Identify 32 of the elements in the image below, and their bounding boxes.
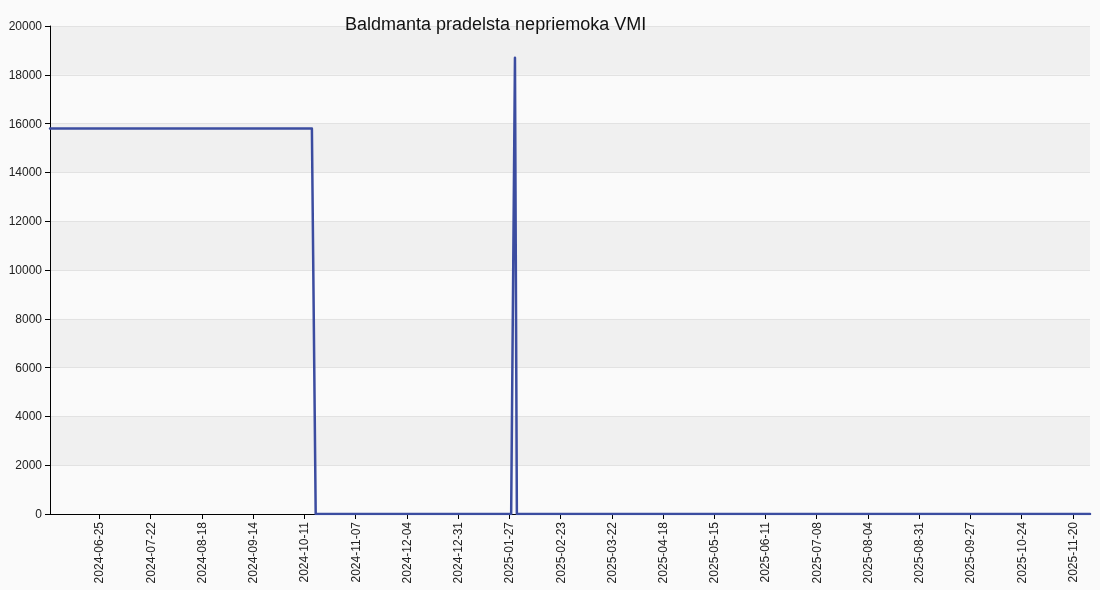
y-tick-label: 20000 bbox=[8, 19, 43, 33]
y-tick-label: 18000 bbox=[8, 67, 43, 82]
y-tick-label: 4000 bbox=[15, 409, 43, 424]
y-tick-label: 6000 bbox=[15, 360, 43, 375]
x-tick-label: 2025-04-18 bbox=[655, 521, 670, 584]
x-tick-label: 2024-10-11 bbox=[297, 521, 312, 583]
x-tick-label: 2025-11-20 bbox=[1065, 521, 1080, 583]
x-tick-label: 2025-07-08 bbox=[809, 521, 824, 584]
x-tick-label: 2024-09-14 bbox=[246, 521, 261, 584]
x-tick-label: 2024-12-04 bbox=[399, 521, 414, 584]
x-tick-label: 2025-09-27 bbox=[963, 521, 978, 584]
x-tick-label: 2024-06-25 bbox=[92, 521, 107, 584]
x-tick-label: 2025-02-23 bbox=[553, 521, 568, 584]
x-tick-label: 2025-08-04 bbox=[860, 521, 875, 584]
y-tick-label: 10000 bbox=[8, 263, 43, 277]
x-tick-label: 2024-11-07 bbox=[348, 521, 363, 583]
y-tick-label: 16000 bbox=[8, 116, 43, 131]
x-tick-label: 2024-12-31 bbox=[451, 521, 466, 584]
x-tick-label: 2025-03-22 bbox=[604, 521, 619, 584]
x-tick-label: 2025-01-27 bbox=[502, 521, 517, 584]
x-tick-label: 2024-07-22 bbox=[143, 521, 158, 584]
x-tick-label: 2025-08-31 bbox=[912, 521, 927, 584]
y-tick-label: 12000 bbox=[8, 214, 43, 229]
y-tick-label: 2000 bbox=[15, 458, 43, 473]
chart-title: Baldmanta pradelsta nepriemoka VMI bbox=[345, 14, 647, 34]
y-tick-label: 8000 bbox=[15, 311, 43, 326]
x-tick-label: 2025-05-15 bbox=[707, 521, 722, 584]
x-tick-label: 2025-10-24 bbox=[1014, 521, 1029, 584]
y-tick-label: 0 bbox=[35, 507, 43, 521]
y-tick-label: 14000 bbox=[8, 165, 43, 180]
x-tick-label: 2024-08-18 bbox=[194, 521, 209, 584]
x-tick-label: 2025-06-11 bbox=[758, 521, 773, 583]
